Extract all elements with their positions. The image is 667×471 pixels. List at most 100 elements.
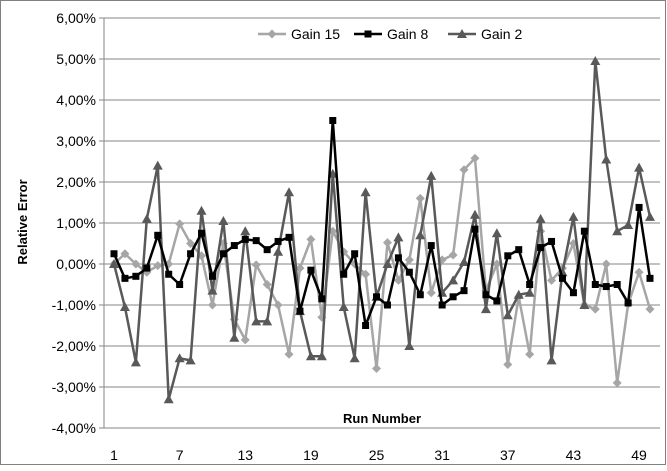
data-point-gain-8 [252,237,260,245]
y-tick-label: 0,00% [56,256,96,272]
data-point-gain-8 [198,229,206,237]
data-point-gain-8 [274,237,282,245]
data-point-gain-2 [262,316,273,326]
data-point-gain-15 [503,359,513,369]
data-point-gain-8 [602,283,610,291]
data-point-gain-8 [121,274,129,282]
data-point-gain-8 [405,268,413,276]
x-tick-label: 49 [631,447,647,463]
data-point-gain-8 [165,270,173,278]
y-tick-label: -4,00% [52,420,96,436]
data-point-gain-15 [492,259,502,269]
data-point-gain-2 [524,287,535,297]
data-point-gain-2 [229,332,240,342]
legend-label-gain-8: Gain 8 [387,26,428,42]
data-point-gain-8 [416,291,424,299]
data-point-gain-8 [460,287,468,295]
y-tick-label: -2,00% [52,338,96,354]
data-point-gain-15 [273,300,283,310]
legend-item-gain-2: Gain 2 [448,26,522,42]
data-point-gain-2 [601,154,612,164]
data-point-gain-15 [470,153,480,163]
data-point-gain-15 [645,304,655,314]
legend: Gain 15 Gain 8 Gain 2 [258,26,522,42]
x-tick-label: 43 [566,447,582,463]
data-point-gain-2 [284,187,295,197]
data-point-gain-8 [208,272,216,280]
data-point-gain-15 [459,165,469,175]
data-point-gain-8 [383,301,391,309]
data-point-gain-15 [525,349,535,359]
data-point-gain-15 [295,263,305,273]
legend-label-gain-15: Gain 15 [291,26,340,42]
y-tick-label: 5,00% [56,51,96,67]
legend-marker-gain-8 [364,30,372,38]
data-point-gain-2 [163,394,174,404]
data-point-gain-2 [404,341,415,350]
data-point-gain-8 [591,281,599,288]
data-point-gain-2 [513,289,524,299]
data-point-gain-15 [153,261,163,271]
data-point-gain-2 [645,211,655,221]
data-point-gain-2 [546,355,557,365]
data-point-gain-2 [502,310,513,320]
data-point-gain-8 [558,274,566,282]
data-point-gain-2 [174,353,185,363]
y-tick-label: 3,00% [56,133,96,149]
y-tick-label: -1,00% [52,297,96,313]
data-point-gain-8 [569,289,577,297]
data-point-gain-8 [504,252,512,260]
data-point-gain-8 [318,295,326,303]
data-point-gain-2 [469,209,480,219]
data-point-gain-8 [219,250,227,258]
x-tick-label: 19 [303,447,319,463]
series-line-gain-8 [112,119,652,327]
data-point-gain-8 [373,293,381,301]
data-point-gain-8 [624,299,632,307]
data-point-gain-2 [623,220,634,230]
data-point-gain-8 [438,301,446,309]
data-point-gain-15 [186,239,196,248]
data-point-gain-2 [152,160,163,170]
data-point-gain-2 [305,351,316,361]
data-point-gain-8 [515,246,523,254]
data-point-gain-8 [394,254,402,262]
data-point-gain-2 [273,246,284,256]
data-point-gain-8 [143,264,151,272]
data-point-gain-8 [646,274,654,282]
y-tick-label: 6,00% [56,10,96,26]
y-axis-title: Relative Error [15,179,30,264]
data-point-gain-15 [207,300,217,310]
data-point-gain-15 [284,349,294,359]
data-point-gain-8 [482,291,490,299]
axes: 6,00% 5,00% 4,00% 3,00% 2,00% 1,00% 0,00% -1,00… [52,10,647,463]
data-point-gain-8 [526,281,534,288]
data-point-gain-15 [175,219,185,229]
data-point-gain-15 [612,378,622,388]
series-line-gain-2 [112,59,652,401]
data-point-gain-2 [360,187,371,197]
x-tick-label: 1 [110,447,118,463]
legend-label-gain-2: Gain 2 [481,26,522,42]
x-tick-label: 31 [434,447,450,463]
data-point-gain-8 [548,237,556,245]
data-point-gain-15 [240,335,250,345]
data-point-gain-8 [329,117,337,124]
series-gain-8 [110,117,654,329]
data-point-gain-2 [109,259,119,268]
data-point-gain-2 [240,226,251,236]
data-point-gain-15 [372,364,382,374]
x-axis-title: Run Number [343,411,421,426]
data-point-gain-15 [131,259,141,269]
series-group [109,56,655,404]
data-point-gain-2 [119,302,130,312]
data-point-gain-2 [579,300,590,309]
data-point-gain-8 [449,293,457,301]
data-point-gain-2 [382,259,393,268]
data-point-gain-2 [207,285,218,295]
y-tick-label: 4,00% [56,92,96,108]
data-point-gain-15 [404,255,414,265]
data-point-gain-8 [241,235,249,243]
data-point-gain-2 [415,230,426,240]
